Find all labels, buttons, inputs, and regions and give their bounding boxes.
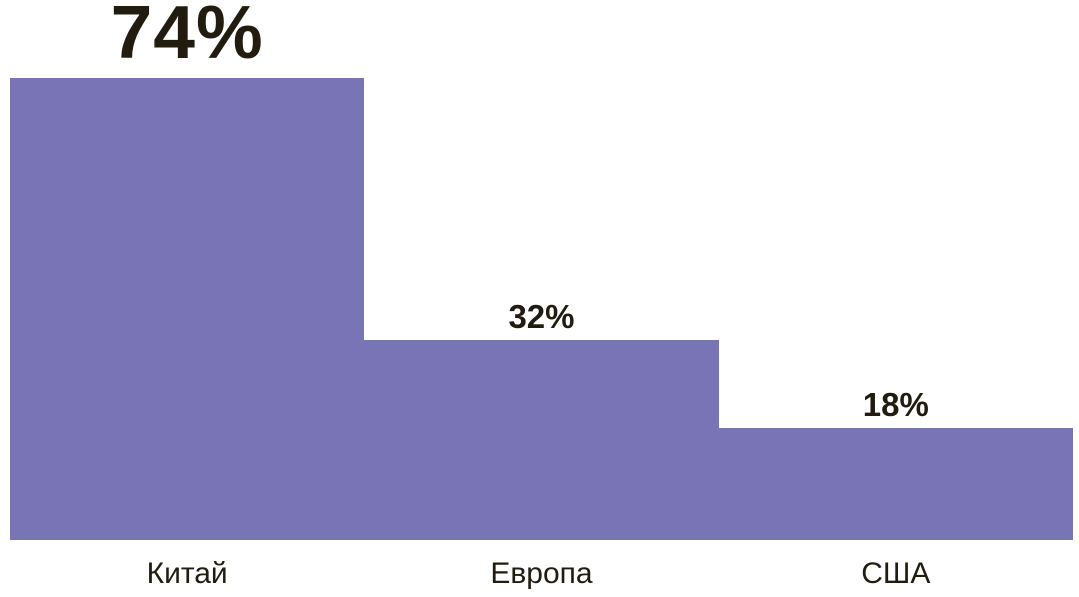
category-label-usa: США [861,557,931,590]
bar-usa [718,427,1073,540]
value-label-china: 74% [110,0,264,74]
bar-group-europe: 32% Европа [364,298,719,590]
bar-europe [364,340,719,540]
value-label-usa: 18% [862,385,929,423]
value-label-europe: 32% [508,298,575,335]
category-label-china: Китай [146,557,228,590]
bar-group-china: 74% Китай [10,0,365,590]
bar-chart: 74% Китай 32% Европа 18% США [10,0,1073,590]
category-label-europe: Европа [490,557,593,590]
bar-group-usa: 18% США [718,385,1073,590]
bar-china [10,77,365,540]
